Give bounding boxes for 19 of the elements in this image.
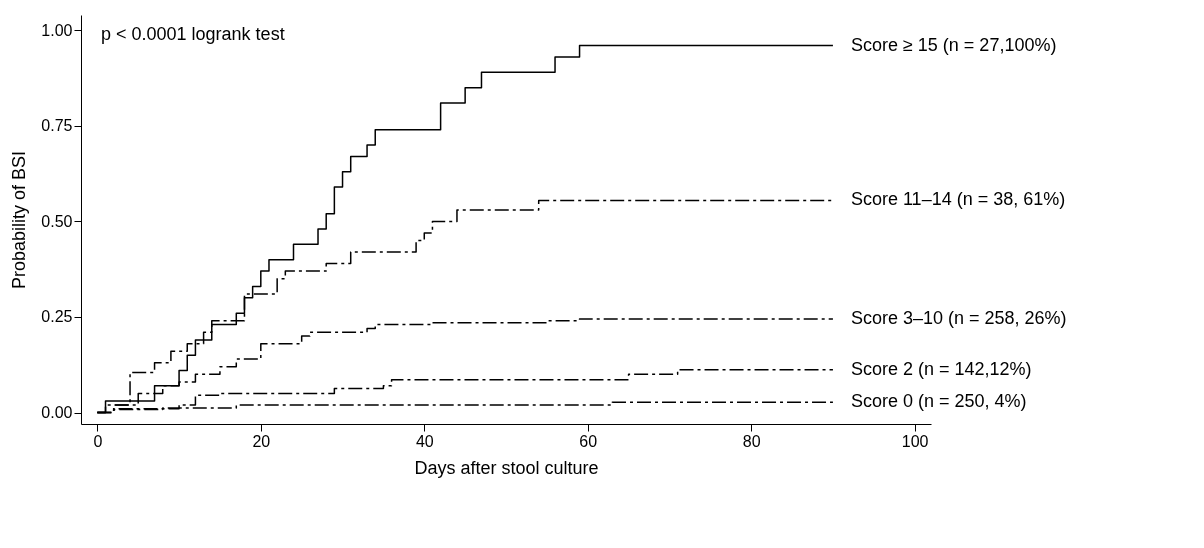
x-tick-label: 0 bbox=[93, 432, 103, 450]
y-tick-label: 0.75 bbox=[41, 117, 73, 135]
annotation: p < 0.0001 logrank test bbox=[101, 24, 285, 44]
series-label: Score 11–14 (n = 38, 61%) bbox=[850, 189, 1066, 210]
x-tick-label: 80 bbox=[742, 432, 761, 450]
series-label: Score 3–10 (n = 258, 26%) bbox=[850, 307, 1067, 328]
y-tick-label: 0.50 bbox=[41, 212, 73, 230]
series-label: Score 0 (n = 250, 4%) bbox=[850, 391, 1027, 412]
series-label: Score ≥ 15 (n = 27,100%) bbox=[850, 34, 1057, 55]
x-axis-title: Days after stool culture bbox=[414, 457, 599, 478]
y-tick-label: 1.00 bbox=[41, 21, 73, 39]
y-tick-label: 0.00 bbox=[41, 404, 73, 422]
x-tick-label: 20 bbox=[252, 432, 271, 450]
series-label: Score 2 (n = 142,12%) bbox=[850, 358, 1032, 379]
y-tick-label: 0.25 bbox=[41, 308, 73, 326]
x-tick-label: 60 bbox=[579, 432, 598, 450]
x-tick-label: 100 bbox=[901, 432, 929, 450]
y-axis-title: Probability of BSI bbox=[9, 150, 30, 290]
x-tick-label: 40 bbox=[415, 432, 434, 450]
